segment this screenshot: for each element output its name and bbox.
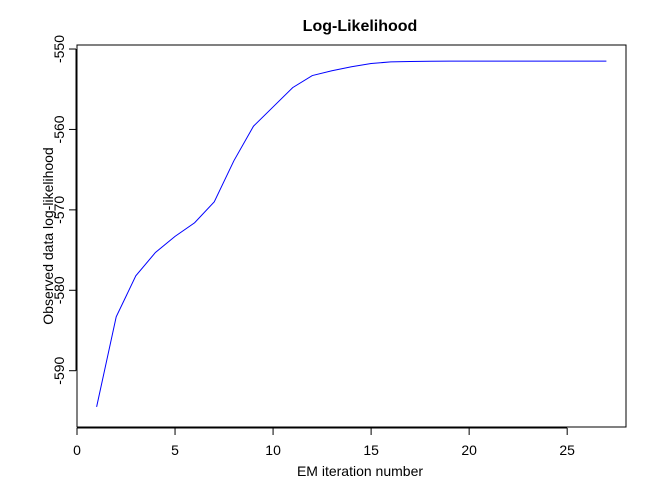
x-tick-label: 10 (265, 442, 281, 458)
y-tick-label: -580 (51, 276, 67, 304)
y-axis: -550 -560 -570 -580 -590 (51, 35, 77, 385)
y-tick-label: -550 (51, 35, 67, 63)
x-axis-label: EM iteration number (297, 463, 423, 479)
y-tick-label: -570 (51, 196, 67, 224)
y-tick-label: -590 (51, 356, 67, 384)
chart-title: Log-Likelihood (303, 18, 418, 35)
y-axis-label: Observed data log-likelihood (40, 147, 56, 324)
plot-frame (76, 44, 627, 428)
x-axis: 0 5 10 15 20 25 (73, 427, 575, 458)
x-tick-label: 15 (363, 442, 379, 458)
y-tick-label: -560 (51, 115, 67, 143)
x-tick-label: 0 (73, 442, 81, 458)
x-tick-label: 5 (171, 442, 179, 458)
x-tick-label: 25 (559, 442, 575, 458)
x-tick-label: 20 (461, 442, 477, 458)
series-line (96, 60, 607, 407)
series-layer (96, 60, 607, 407)
